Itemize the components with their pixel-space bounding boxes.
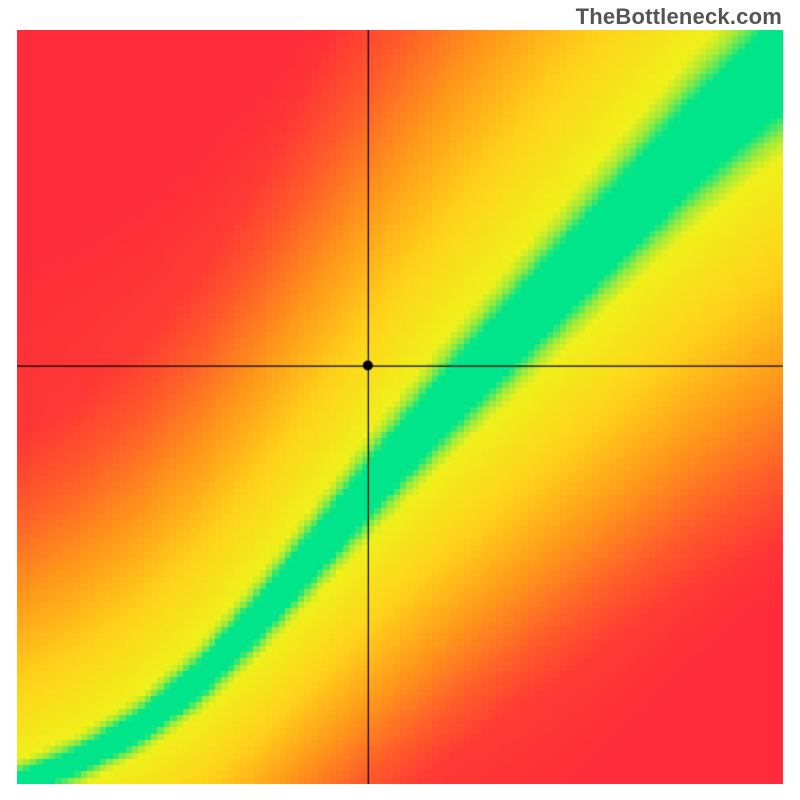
attribution-label: TheBottleneck.com [576, 4, 782, 30]
bottleneck-heatmap [17, 30, 783, 784]
chart-container: { "attribution": { "text": "TheBottlenec… [0, 0, 800, 800]
